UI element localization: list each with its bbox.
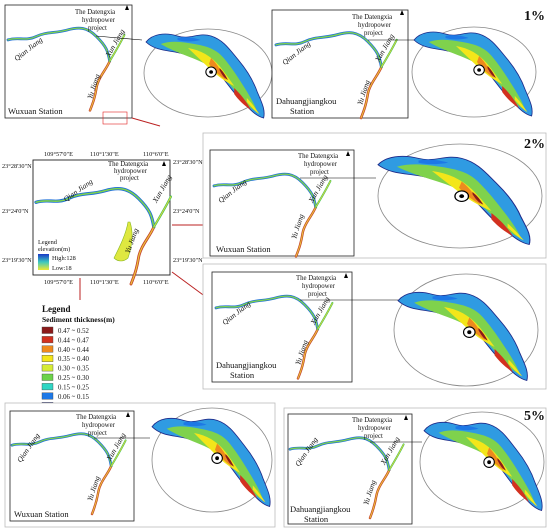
zoom-ellipse-1pct-b bbox=[411, 26, 537, 118]
legend-subtitle: Sediment thickness(m) bbox=[42, 315, 115, 324]
panel-1pct: The Datengxia hydropower project Qian Ji… bbox=[4, 4, 545, 120]
legend-item-label: 0.47 ~ 0.52 bbox=[58, 328, 89, 335]
map-frame-2pct-b bbox=[211, 271, 353, 383]
legend-item-label: 0.25 ~ 0.30 bbox=[58, 375, 89, 382]
elevation-legend-title: Legend bbox=[38, 239, 58, 246]
legend-swatch bbox=[41, 383, 54, 391]
coord-right-1: 23°24'0"N bbox=[173, 208, 200, 215]
percent-label-1pct: 1% bbox=[524, 9, 545, 24]
map-frame-2pct-a bbox=[209, 149, 355, 257]
coord-top-0: 109°57'0"E bbox=[44, 151, 73, 158]
percent-label-5pct: 5% bbox=[524, 409, 545, 424]
percent-label-2pct: 2% bbox=[524, 137, 545, 152]
project-label-line1: The Datengxia bbox=[75, 9, 115, 16]
project-label-line3: project bbox=[308, 291, 327, 298]
north-arrow-icon bbox=[404, 415, 408, 420]
project-label-line1: The Datengxia bbox=[296, 275, 336, 282]
north-arrow-icon bbox=[162, 161, 166, 166]
project-label-line3: project bbox=[88, 25, 107, 32]
overview-basin bbox=[113, 221, 133, 262]
overview-map: 109°57'0"E 110°1'30"E 110°6'0"E 109°57'0… bbox=[2, 151, 203, 286]
north-arrow-icon bbox=[344, 273, 348, 278]
map-frame-5pct-b bbox=[287, 413, 413, 525]
project-label-line1: The Datengxia bbox=[76, 414, 116, 421]
elevation-low-label: Low:18 bbox=[52, 265, 72, 272]
station-label-1pct-a: Wuxuan Station bbox=[8, 106, 63, 116]
map-frame-1pct-b bbox=[271, 9, 409, 119]
overview-frame bbox=[32, 159, 171, 276]
project-label-line2: hydropower bbox=[358, 425, 392, 432]
north-arrow-icon bbox=[400, 10, 404, 15]
station-label-2pct-a: Wuxuan Station bbox=[216, 244, 271, 254]
legend-swatch bbox=[41, 345, 54, 353]
station-label-5pct-b-line2: Station bbox=[304, 514, 329, 524]
project-label-line1: The Datengxia bbox=[298, 153, 338, 160]
station-label-5pct-b: Dahuangjiangkou bbox=[290, 504, 351, 514]
project-label-line1: The Datengxia bbox=[108, 161, 148, 168]
project-label-line3: project bbox=[310, 169, 329, 176]
project-label-line1: The Datengxia bbox=[352, 14, 392, 21]
coord-left-2: 23°19'30"N bbox=[2, 257, 32, 264]
coord-right-2: 23°19'30"N bbox=[173, 257, 203, 264]
coord-right-0: 23°28'30"N bbox=[173, 159, 203, 166]
guide-line bbox=[131, 117, 161, 127]
legend-item-label: 0.44 ~ 0.47 bbox=[58, 337, 89, 344]
elevation-color-ramp bbox=[38, 254, 49, 270]
station-label-1pct-b-line2: Station bbox=[290, 106, 315, 116]
project-label-line2: hydropower bbox=[114, 168, 148, 175]
legend-item-label: 0.40 ~ 0.44 bbox=[58, 347, 89, 354]
legend-title: Legend bbox=[42, 304, 71, 314]
panel-5pct: The Datengxia hydropower project Qian Ji… bbox=[4, 402, 547, 528]
map-frame-5pct-a bbox=[9, 410, 135, 522]
legend-items: 0.47 ~ 0.52 0.44 ~ 0.47 0.40 ~ 0.44 0.35 ~ … bbox=[41, 326, 89, 410]
legend-swatch bbox=[41, 373, 54, 381]
coord-bottom-2: 110°6'0"E bbox=[143, 279, 169, 286]
panel-2pct: The Datengxia hydropower project Qian Ji… bbox=[202, 132, 547, 390]
station-label-1pct-b: Dahuangjiangkou bbox=[276, 96, 337, 106]
legend-swatch bbox=[41, 336, 54, 344]
zoom-ellipse-2pct-a bbox=[377, 143, 543, 249]
project-label-line2: hydropower bbox=[358, 22, 392, 29]
zoom-ellipse-5pct-b bbox=[419, 411, 545, 513]
coord-top-2: 110°6'0"E bbox=[143, 151, 169, 158]
legend-swatch bbox=[41, 364, 54, 372]
station-label-5pct-a: Wuxuan Station bbox=[14, 509, 69, 519]
legend-swatch bbox=[41, 355, 54, 362]
coord-bottom-0: 109°57'0"E bbox=[44, 279, 73, 286]
elevation-high-label: High:128 bbox=[52, 255, 76, 262]
north-arrow-icon bbox=[346, 151, 350, 156]
legend-item-label: 0.06 ~ 0.15 bbox=[58, 394, 89, 401]
legend-swatch bbox=[41, 326, 54, 334]
project-label-line2: hydropower bbox=[302, 283, 336, 290]
coord-left-0: 23°28'30"N bbox=[2, 163, 32, 170]
project-label-line3: project bbox=[120, 175, 139, 182]
project-label-line3: project bbox=[364, 30, 383, 37]
zoom-ellipse-2pct-b bbox=[393, 273, 539, 387]
sediment-map-1pct-a bbox=[145, 33, 265, 119]
sediment-legend: Legend Sediment thickness(m) 0.47 ~ 0.52… bbox=[41, 304, 115, 410]
coord-bottom-1: 110°1'30"E bbox=[90, 279, 119, 286]
legend-item-label: 0.30 ~ 0.35 bbox=[58, 366, 89, 373]
elevation-legend-subtitle: elevation(m) bbox=[38, 246, 70, 253]
coord-top-1: 110°1'30"E bbox=[90, 151, 119, 158]
callout-line bbox=[95, 35, 143, 41]
legend-item-label: 0.35 ~ 0.40 bbox=[58, 356, 89, 363]
project-label-line2: hydropower bbox=[304, 161, 338, 168]
project-label-line3: project bbox=[364, 433, 383, 440]
project-label-line2: hydropower bbox=[82, 422, 116, 429]
north-arrow-icon bbox=[125, 5, 129, 10]
station-label-2pct-b: Dahuangjiangkou bbox=[216, 360, 277, 370]
north-arrow-icon bbox=[126, 412, 130, 417]
coord-left-1: 23°24'0"N bbox=[2, 208, 29, 215]
project-label-line2: hydropower bbox=[82, 17, 116, 24]
legend-swatch bbox=[41, 392, 54, 400]
project-label-line1: The Datengxia bbox=[352, 417, 392, 424]
station-label-2pct-b-line2: Station bbox=[230, 370, 255, 380]
highlight-box bbox=[102, 111, 128, 125]
legend-item-label: 0.15 ~ 0.25 bbox=[58, 384, 89, 391]
project-label-line3: project bbox=[88, 430, 107, 437]
sediment-map-1pct-b bbox=[413, 31, 533, 117]
zoom-ellipse-5pct-a bbox=[151, 407, 273, 513]
